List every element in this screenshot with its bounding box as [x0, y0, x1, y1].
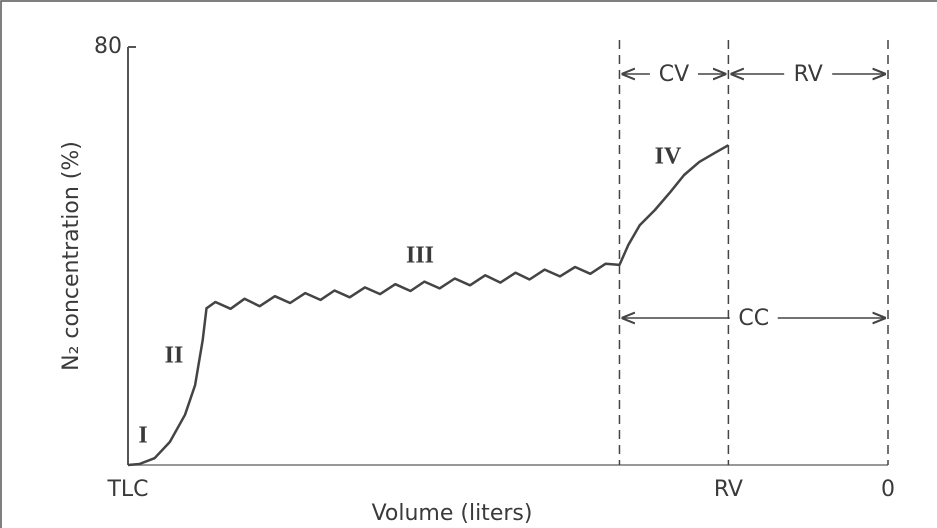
- x-tick-label: TLC: [106, 477, 148, 502]
- phase-label: I: [138, 423, 147, 449]
- x-axis-label: Volume (liters): [372, 501, 533, 526]
- y-axis-label: N₂ concentration (%): [59, 141, 84, 371]
- span-label: CC: [738, 306, 769, 331]
- span-label-bg: [649, 61, 698, 87]
- span-label-bg: [784, 61, 833, 87]
- span-label-bg: [729, 305, 778, 331]
- data-line: [127, 144, 730, 467]
- span-label: RV: [794, 62, 823, 87]
- phase-label: II: [165, 343, 184, 369]
- span-label: CV: [659, 62, 689, 87]
- phase-label: III: [406, 243, 434, 269]
- x-tick-label: RV: [714, 477, 743, 502]
- y-tick-label: 80: [94, 34, 122, 59]
- x-tick-label: 0: [881, 477, 895, 502]
- phase-label: IV: [655, 144, 682, 170]
